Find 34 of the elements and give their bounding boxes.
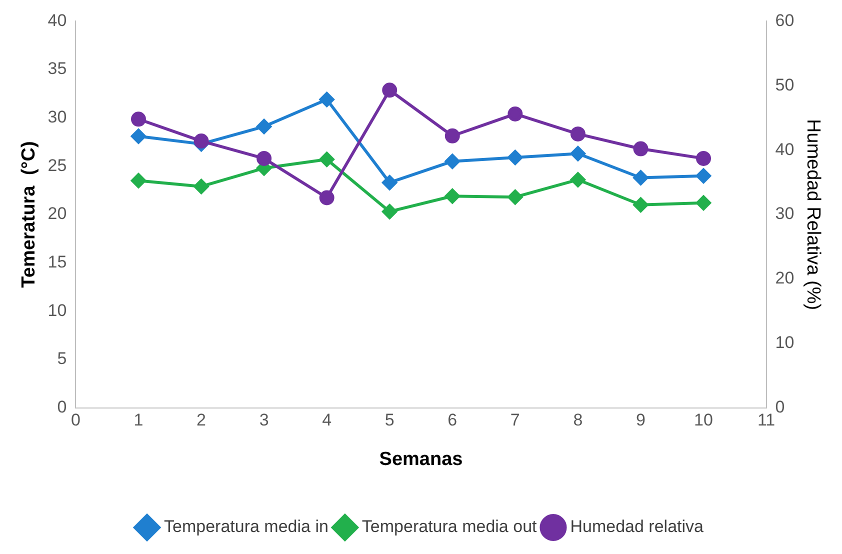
y-tick-label: 5 [57, 349, 67, 368]
y-tick-label: 30 [48, 108, 67, 127]
y2-tick-label: 0 [775, 397, 785, 416]
y-axis-title: Temeratura (°C) [18, 141, 40, 288]
y2-tick-label: 40 [775, 140, 794, 159]
x-tick-label: 11 [757, 410, 776, 430]
x-tick-label: 1 [134, 410, 144, 430]
legend-label: Humedad relativa [570, 517, 704, 536]
legend-label: Temperatura media in [164, 517, 328, 536]
x-tick-label: 4 [322, 410, 332, 430]
y-tick-label: 10 [48, 300, 67, 320]
y2-tick-label: 30 [775, 204, 794, 224]
y2-tick-label: 50 [775, 75, 794, 94]
y-tick-label: 0 [57, 397, 67, 416]
legend-label: Temperatura media out [362, 517, 538, 536]
x-tick-label: 8 [573, 410, 583, 430]
y-tick-label: 20 [48, 204, 67, 224]
x-tick-label: 3 [259, 410, 269, 430]
y2-tick-label: 20 [775, 268, 794, 288]
x-tick-label: 5 [384, 410, 394, 430]
x-tick-label: 2 [196, 410, 206, 430]
x-tick-label: 0 [70, 410, 80, 430]
x-axis-title: Semanas [379, 448, 463, 470]
y2-tick-label: 10 [775, 333, 794, 352]
x-tick-label: 10 [694, 410, 713, 430]
y-tick-label: 35 [48, 59, 67, 78]
y-tick-label: 40 [48, 10, 67, 30]
x-tick-label: 6 [448, 410, 458, 430]
y2-tick-label: 60 [775, 10, 794, 30]
x-tick-label: 9 [636, 410, 646, 430]
y2-axis-title: Humedad Relativa (%) [802, 118, 824, 310]
x-tick-label: 7 [510, 410, 520, 430]
y-tick-label: 25 [48, 156, 67, 175]
y-tick-label: 15 [48, 252, 67, 272]
